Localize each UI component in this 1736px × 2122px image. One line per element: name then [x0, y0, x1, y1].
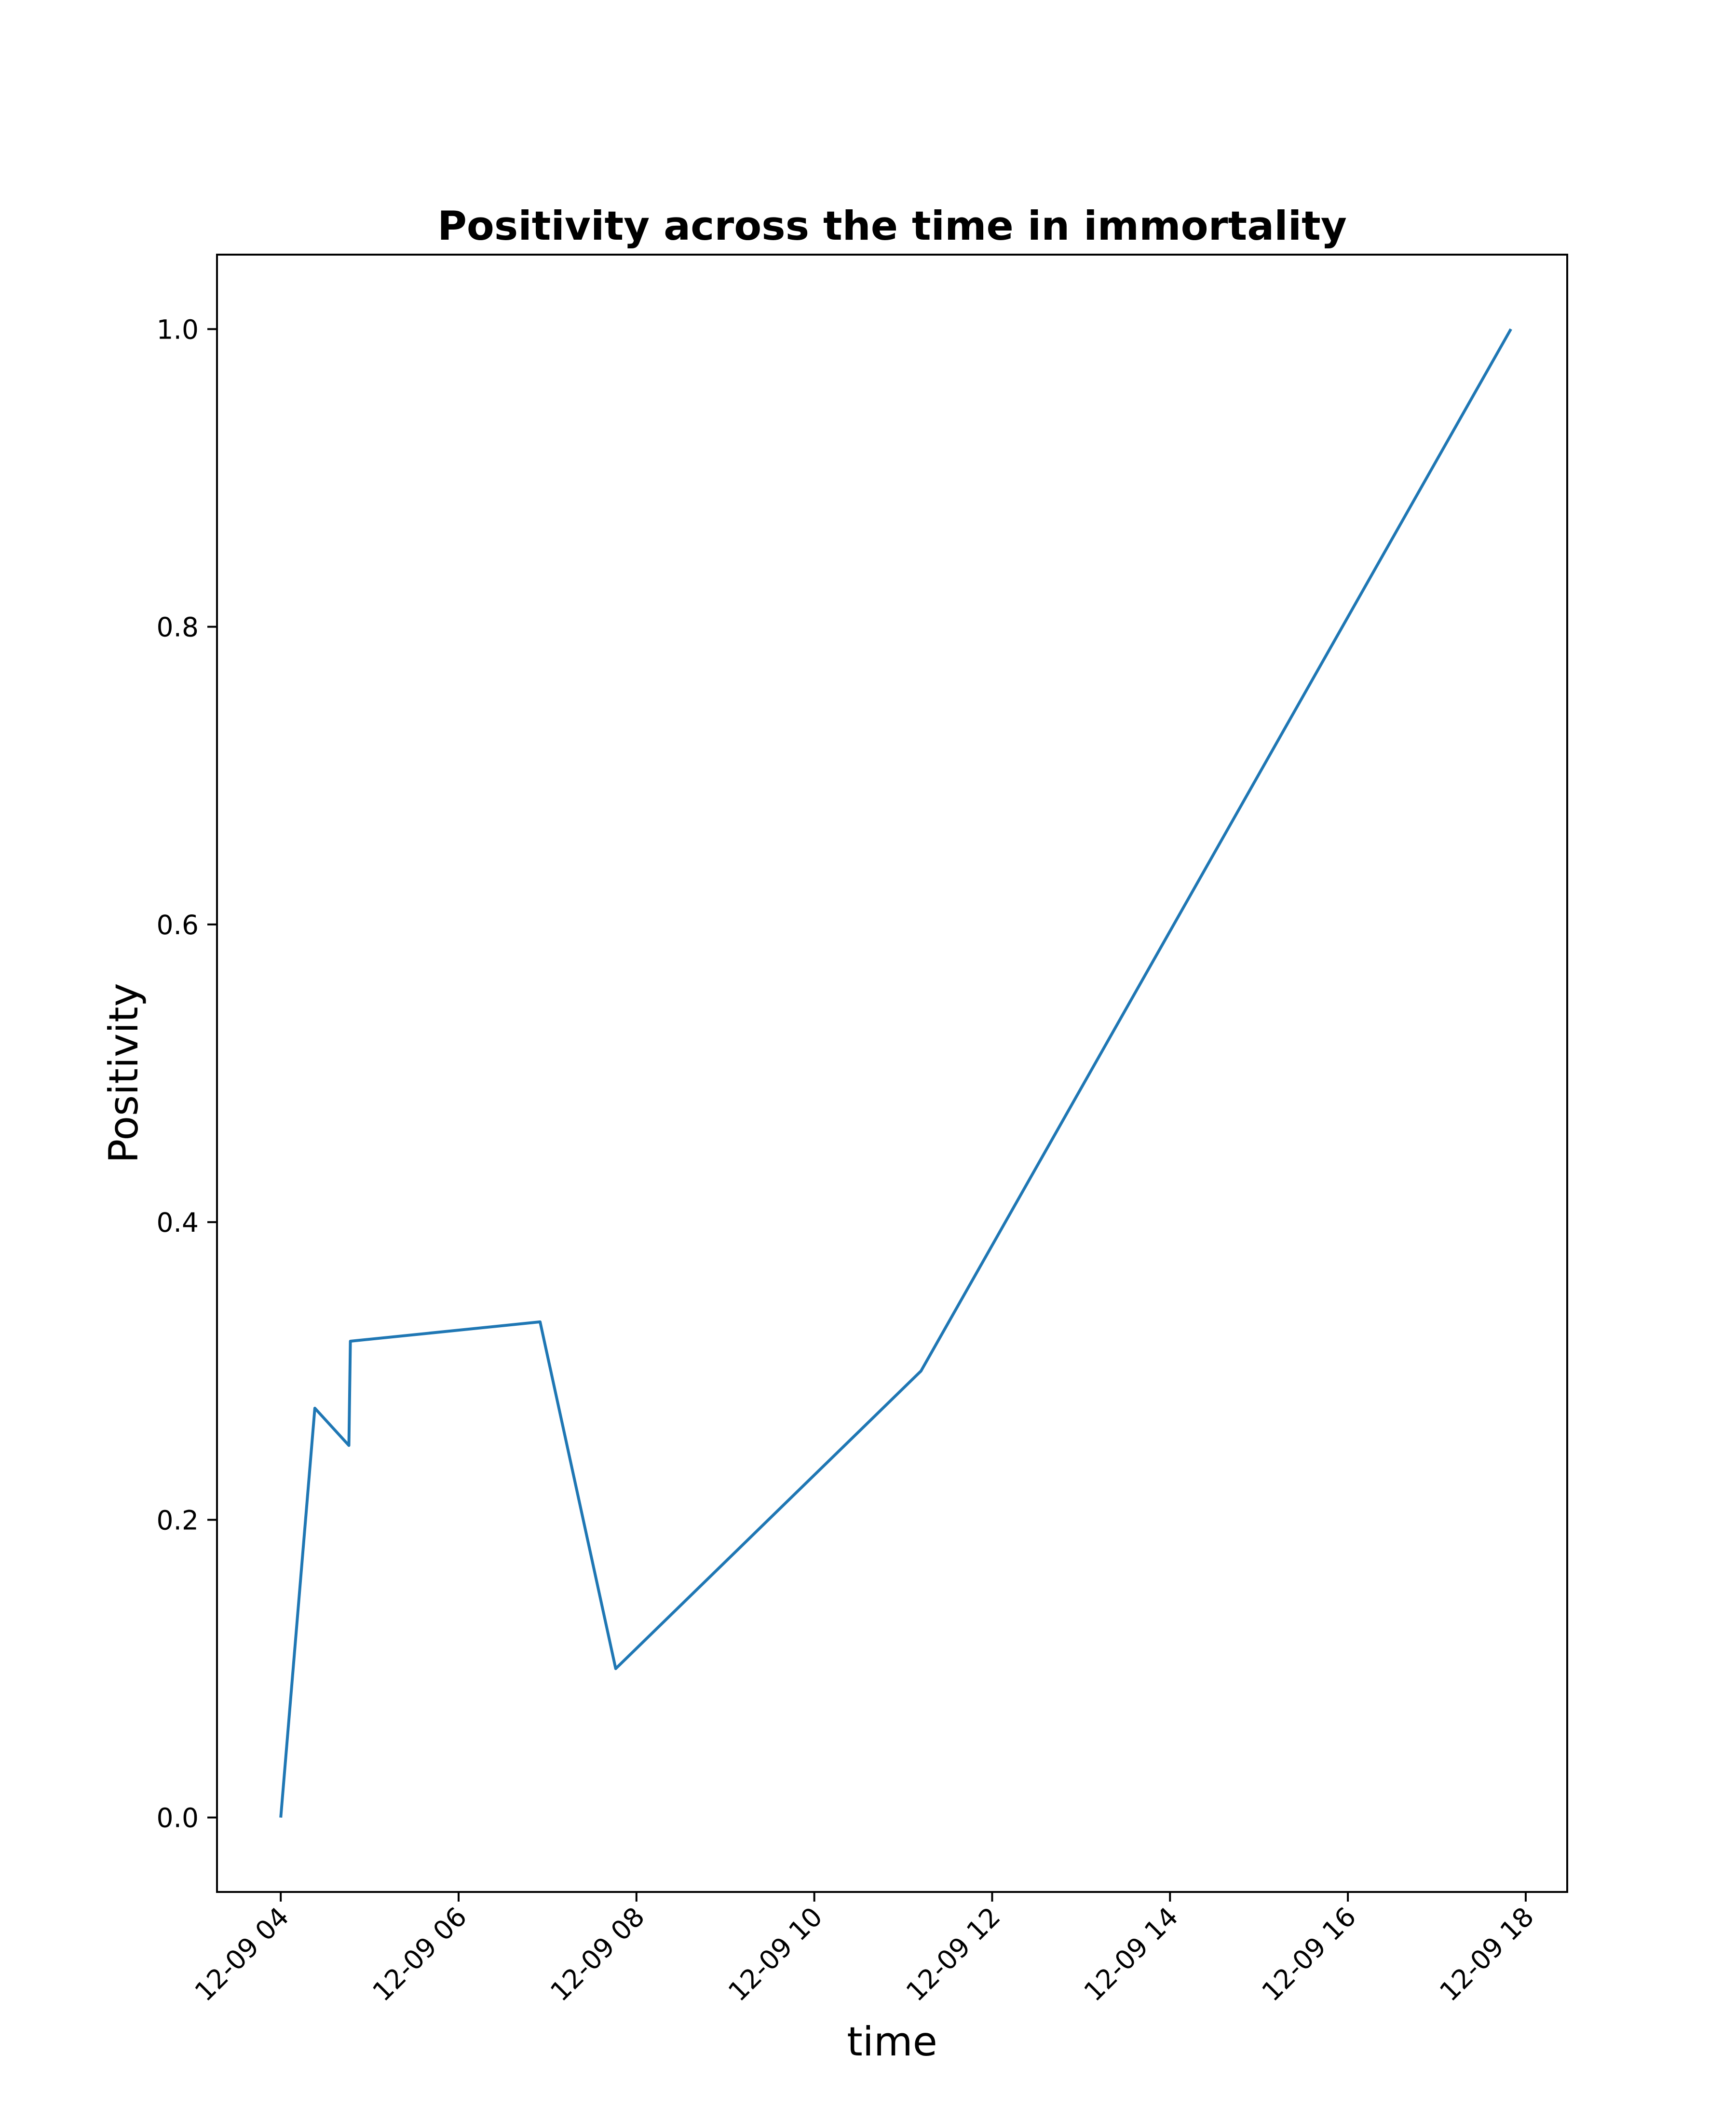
x-tick-label: 12-09 08 — [544, 1901, 651, 2007]
x-tick-label: 12-09 18 — [1434, 1901, 1540, 2007]
x-tick-label: 12-09 06 — [366, 1901, 473, 2007]
x-axis-label: time — [847, 2018, 937, 2065]
x-tick-label: 12-09 16 — [1256, 1901, 1362, 2007]
axes-frame — [216, 254, 1568, 1893]
x-axis: 12-09 04 12-09 06 12-09 08 12-09 10 12-09 12… — [189, 1892, 1540, 2007]
y-tick-label: 0.0 — [157, 1803, 199, 1834]
y-tick-label: 1.0 — [157, 314, 199, 345]
y-axis: 0.0 0.2 0.4 0.6 0.8 1.0 — [157, 314, 217, 1834]
x-tick-label: 12-09 14 — [1078, 1901, 1184, 2007]
chart-title: Positivity across the time in immortalit… — [437, 203, 1347, 249]
plot-area — [279, 328, 1512, 1818]
y-tick-label: 0.8 — [157, 612, 199, 643]
x-tick-label: 12-09 04 — [189, 1901, 295, 2007]
y-tick-label: 0.4 — [157, 1207, 199, 1238]
x-tick-label: 12-09 12 — [900, 1901, 1006, 2007]
series-line-0 — [279, 328, 1512, 1818]
y-tick-label: 0.2 — [157, 1505, 199, 1536]
y-tick-label: 0.6 — [157, 910, 199, 940]
y-axis-label: Positivity — [100, 983, 147, 1163]
x-tick-label: 12-09 10 — [722, 1901, 828, 2007]
